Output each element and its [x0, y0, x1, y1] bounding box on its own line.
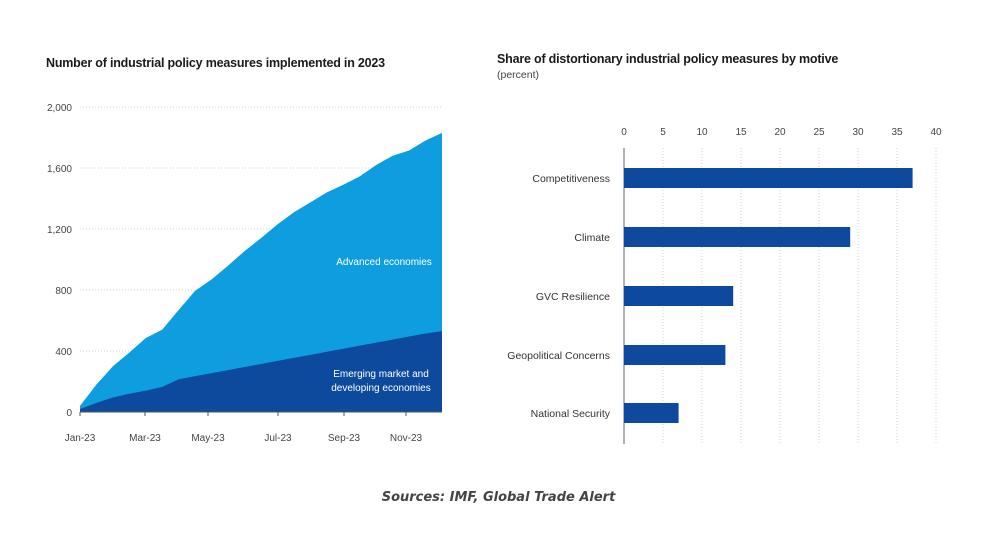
- x-tick-label: May-23: [191, 433, 225, 444]
- x-tick-label: 20: [774, 127, 786, 138]
- x-tick-label: 10: [696, 127, 708, 138]
- y-tick-label: 1,600: [47, 164, 72, 175]
- annotation-line: Emerging market and: [333, 369, 429, 380]
- category-label: Climate: [574, 232, 610, 244]
- category-label: National Security: [531, 408, 611, 420]
- source-note: Sources: IMF, Global Trade Alert: [381, 490, 616, 505]
- y-tick-label: 0: [66, 408, 72, 419]
- x-tick-label: 5: [660, 127, 666, 138]
- x-tick-label: 25: [813, 127, 825, 138]
- y-tick-label: 2,000: [47, 103, 72, 114]
- x-tick-label: Nov-23: [390, 433, 423, 444]
- right-chart-title: Share of distortionary industrial policy…: [497, 52, 839, 66]
- bar-national-security: [624, 403, 679, 423]
- series-advanced-economies: [80, 132, 442, 413]
- left-chart-title: Number of industrial policy measures imp…: [46, 56, 385, 70]
- bar-competitiveness: [624, 168, 913, 188]
- x-tick-label: 40: [930, 127, 942, 138]
- bar-gvc-resilience: [624, 286, 734, 306]
- annotation-advanced-economies: Advanced economies: [336, 257, 432, 268]
- x-tick-label: Mar-23: [129, 433, 161, 444]
- x-tick-label: 30: [852, 127, 864, 138]
- y-tick-label: 1,200: [47, 225, 72, 236]
- category-label: Competitiveness: [532, 173, 610, 185]
- right-chart-subtitle: (percent): [497, 69, 540, 81]
- bar-climate: [624, 227, 851, 247]
- annotation-line: developing economies: [331, 383, 431, 394]
- x-tick-label: 0: [621, 127, 627, 138]
- x-tick-label: Jan-23: [65, 433, 96, 444]
- x-tick-label: 35: [891, 127, 903, 138]
- annotation-emerging-economies: Emerging market and developing economies: [331, 369, 431, 394]
- x-tick-label: Sep-23: [328, 433, 361, 444]
- series-emerging-economies: [80, 331, 442, 412]
- x-tick-label: Jul-23: [264, 433, 292, 444]
- category-label: Geopolitical Concerns: [507, 350, 610, 362]
- y-tick-label: 800: [55, 286, 72, 297]
- area-chart: 0 400 800 1,200 1,600 2,000 Jan-23 Mar-23 May-23…: [47, 103, 442, 444]
- y-tick-label: 400: [55, 347, 72, 358]
- x-tick-label: 15: [735, 127, 747, 138]
- category-label: GVC Resilience: [536, 291, 610, 303]
- bar-geopolitical-concerns: [624, 345, 726, 365]
- bar-chart: 0 5 10 15 20 25 30 35 40 Competitiveness Climate GV…: [507, 127, 942, 444]
